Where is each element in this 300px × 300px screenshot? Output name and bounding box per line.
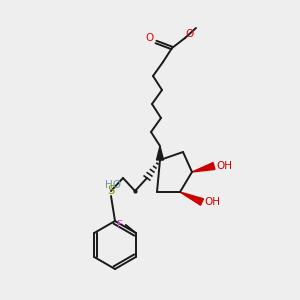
Text: HO: HO bbox=[105, 180, 121, 190]
Text: OH: OH bbox=[216, 161, 232, 171]
Text: O: O bbox=[145, 33, 153, 43]
Polygon shape bbox=[180, 192, 203, 205]
Polygon shape bbox=[192, 163, 215, 172]
Text: S: S bbox=[107, 184, 115, 197]
Text: O: O bbox=[185, 29, 193, 39]
Polygon shape bbox=[157, 146, 164, 160]
Text: OH: OH bbox=[204, 197, 220, 207]
Text: F: F bbox=[117, 220, 123, 230]
